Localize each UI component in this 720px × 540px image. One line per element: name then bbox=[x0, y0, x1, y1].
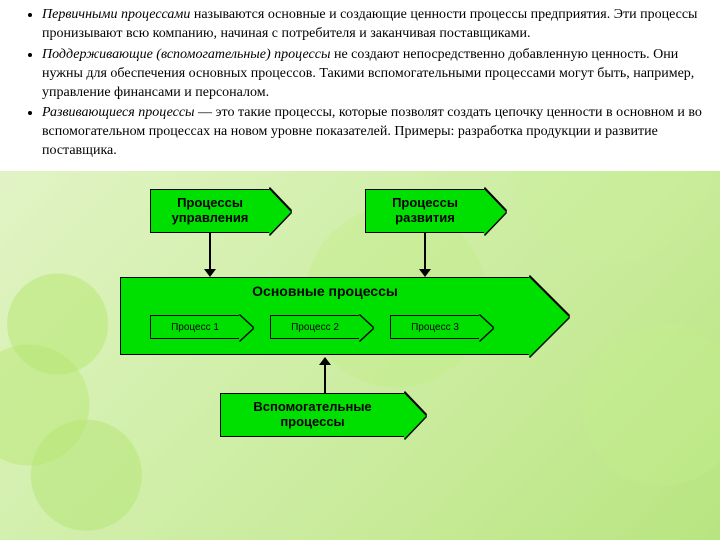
bullet-3-term: Развивающиеся процессы bbox=[42, 105, 195, 120]
box-development: Процессы развития bbox=[365, 189, 485, 233]
box-management: Процессы управления bbox=[150, 189, 270, 233]
conn-dev-main bbox=[424, 233, 426, 271]
conn-support-main bbox=[324, 363, 326, 393]
box-process-3: Процесс 3 bbox=[390, 315, 480, 339]
box-management-label: Процессы управления bbox=[151, 196, 269, 226]
conn-mgmt-main bbox=[209, 233, 211, 271]
box-support-label: Вспомогательные процессы bbox=[221, 400, 404, 430]
process-diagram: Процессы управления [data-name="box-mana… bbox=[110, 189, 610, 449]
conn-dev-main-head bbox=[419, 269, 431, 277]
box-process-1: Процесс 1 bbox=[150, 315, 240, 339]
bullet-1-term: Первичными процессами bbox=[42, 7, 190, 22]
bullet-2-term: Поддерживающие (вспомогательные) процесс… bbox=[42, 47, 330, 62]
bullet-1: Первичными процессами называются основны… bbox=[42, 6, 702, 44]
box-main-label: Основные процессы bbox=[252, 283, 398, 299]
box-process-2-label: Процесс 2 bbox=[291, 322, 339, 333]
box-process-3-label: Процесс 3 bbox=[411, 322, 459, 333]
conn-support-main-head bbox=[319, 357, 331, 365]
bullet-text-block: Первичными процессами называются основны… bbox=[0, 0, 720, 171]
box-process-1-label: Процесс 1 bbox=[171, 322, 219, 333]
conn-mgmt-main-head bbox=[204, 269, 216, 277]
bullet-2: Поддерживающие (вспомогательные) процесс… bbox=[42, 46, 702, 103]
box-development-label: Процессы развития bbox=[366, 196, 484, 226]
box-process-2: Процесс 2 bbox=[270, 315, 360, 339]
box-support: Вспомогательные процессы bbox=[220, 393, 405, 437]
bullet-3: Развивающиеся процессы — это такие проце… bbox=[42, 104, 702, 161]
